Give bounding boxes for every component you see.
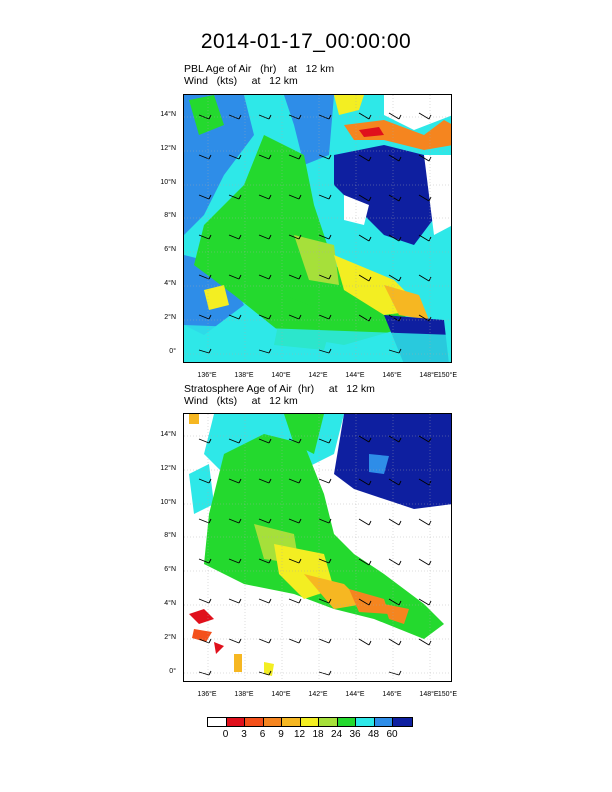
colorbar-box — [374, 718, 393, 726]
colorbar-label: 6 — [259, 729, 266, 740]
lat-tick-label: 0° — [169, 668, 176, 675]
colorbar-box — [245, 718, 264, 726]
colorbar-box — [319, 718, 338, 726]
lat-tick-label: 10°N — [160, 499, 176, 506]
lon-tick-label: 146°E — [382, 691, 402, 698]
lat-tick-label: 0° — [169, 348, 176, 355]
panel-2-title-line1: Stratosphere Age of Air (hr) at 12 km — [184, 383, 375, 395]
panel-1-title-line1: PBL Age of Air (hr) at 12 km — [184, 63, 335, 75]
colorbar-box — [282, 718, 301, 726]
lon-tick-label: 142°E — [308, 372, 328, 379]
lat-tick-label: 12°N — [160, 465, 176, 472]
colorbar-box — [337, 718, 356, 726]
colorbar-label: 18 — [312, 729, 324, 740]
colorbar-label: 36 — [349, 729, 361, 740]
lon-tick-label: 136°E — [197, 691, 217, 698]
lat-tick-label: 12°N — [160, 145, 176, 152]
lon-tick-label: 136°E — [197, 372, 217, 379]
lon-tick-label: 140°E — [271, 691, 291, 698]
colorbar-label: 48 — [367, 729, 380, 740]
lat-tick-label: 8°N — [164, 212, 176, 219]
lat-tick-label: 4°N — [164, 600, 176, 607]
colorbar-label: 0 — [222, 729, 229, 740]
lon-tick-label: 144°E — [345, 691, 365, 698]
lat-tick-label: 2°N — [164, 314, 176, 321]
colorbar-box — [208, 718, 227, 726]
colorbar-box — [300, 718, 319, 726]
colorbar-label: 9 — [278, 729, 284, 740]
panel-1-title-line2: Wind (kts) at 12 km — [184, 75, 298, 87]
lat-tick-label: 8°N — [164, 532, 176, 539]
stratosphere-age-map — [183, 413, 452, 682]
lat-tick-label: 4°N — [164, 280, 176, 287]
lon-tick-label: 142°E — [308, 691, 328, 698]
lat-tick-label: 6°N — [164, 246, 176, 253]
pbl-age-map — [183, 94, 452, 363]
colorbar-label: 24 — [330, 729, 343, 740]
lat-tick-label: 6°N — [164, 566, 176, 573]
lon-tick-label: 148°E — [419, 691, 439, 698]
lat-tick-label: 10°N — [160, 179, 176, 186]
colorbar-label: 60 — [386, 729, 398, 740]
page-title: 2014-01-17_00:00:00 — [200, 30, 412, 53]
lat-tick-label: 14°N — [160, 111, 176, 118]
lon-tick-label: 148°E — [419, 372, 439, 379]
lon-tick-label: 138°E — [234, 372, 254, 379]
colorbar-box — [356, 718, 375, 726]
colorbar-label: 3 — [241, 729, 247, 740]
lon-tick-label: 150°E — [437, 372, 457, 379]
colorbar-label: 12 — [293, 729, 306, 740]
colorbar — [207, 717, 413, 727]
lon-tick-label: 140°E — [271, 372, 291, 379]
colorbar-box — [393, 718, 412, 726]
colorbar-box — [226, 718, 245, 726]
lon-tick-label: 144°E — [345, 372, 365, 379]
colorbar-box — [263, 718, 282, 726]
lon-tick-label: 138°E — [234, 691, 254, 698]
panel-2-title-line2: Wind (kts) at 12 km — [184, 395, 298, 407]
lat-tick-label: 14°N — [160, 431, 176, 438]
lon-tick-label: 146°E — [382, 372, 402, 379]
lat-tick-label: 2°N — [164, 634, 176, 641]
lon-tick-label: 150°E — [437, 691, 457, 698]
